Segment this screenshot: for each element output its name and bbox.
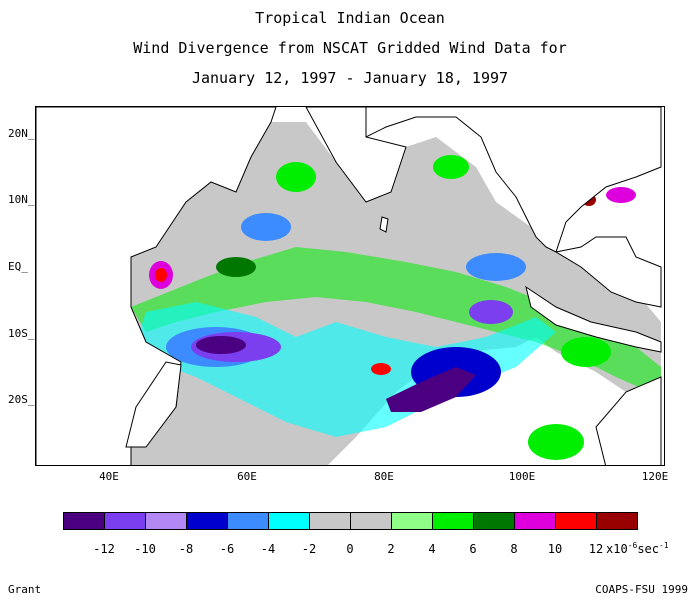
footer-credit: COAPS-FSU 1999	[595, 583, 688, 596]
blob-green	[528, 424, 584, 460]
lon-label: 80E	[374, 470, 394, 483]
blob-green	[276, 162, 316, 192]
title-line-3: January 12, 1997 - January 18, 1997	[191, 69, 509, 87]
map-canvas	[36, 107, 662, 465]
coastlines	[36, 107, 662, 465]
blob-blue	[466, 253, 526, 281]
legend-tick-label: 12	[588, 542, 604, 556]
legend-tick-label: 6	[469, 542, 477, 556]
lat-label: 10S_	[8, 327, 35, 340]
lat-label: 20S_	[8, 393, 35, 406]
madagascar-land	[125, 361, 182, 448]
legend-tick-label: -4	[260, 542, 276, 556]
lon-label: 100E	[508, 470, 536, 483]
blob-blue	[241, 213, 291, 241]
blob-purple	[469, 300, 513, 324]
india-land	[305, 107, 407, 203]
asia-land	[306, 107, 662, 253]
legend-tick-label: -2	[301, 542, 317, 556]
legend-swatch	[268, 512, 310, 530]
legend-tick-label: -6	[219, 542, 235, 556]
blob-red	[155, 268, 167, 282]
blob-green	[433, 155, 469, 179]
malay-land	[554, 236, 662, 308]
legend-tick-label: -8	[178, 542, 194, 556]
blob-red	[371, 363, 391, 375]
lon-label: 120E	[641, 470, 669, 483]
legend-tick-label: -12	[93, 542, 115, 556]
legend-swatch	[104, 512, 146, 530]
legend-swatch	[596, 512, 638, 530]
legend-tick-label: -10	[134, 542, 156, 556]
legend-swatch	[473, 512, 515, 530]
legend-swatch	[145, 512, 187, 530]
positive-band	[131, 247, 661, 397]
lat-label: EQ_	[8, 260, 28, 273]
legend-swatch	[514, 512, 556, 530]
title-line-1: Tropical Indian Ocean	[255, 9, 445, 27]
legend-tick-label: 10	[547, 542, 563, 556]
divergence-field	[96, 122, 661, 465]
blob-darkgreen	[216, 257, 256, 277]
legend-swatch	[227, 512, 269, 530]
legend-tick-label: 0	[346, 542, 354, 556]
blob-green	[561, 337, 611, 367]
footer-author: Grant	[8, 583, 42, 596]
australia-land	[595, 376, 662, 465]
lon-label: 40E	[99, 470, 119, 483]
blob-indigo	[386, 367, 476, 412]
legend-tick-label: 2	[387, 542, 395, 556]
legend-swatch	[186, 512, 228, 530]
sri-lanka-land	[379, 216, 389, 233]
legend-tick-label: 8	[510, 542, 518, 556]
blob-magenta	[606, 187, 636, 203]
legend-swatch	[555, 512, 597, 530]
legend-tick-label: 4	[428, 542, 436, 556]
legend-swatch	[432, 512, 474, 530]
lon-label: 60E	[237, 470, 257, 483]
legend-swatch	[350, 512, 392, 530]
lat-label: 20N_	[8, 127, 35, 140]
legend-swatch	[63, 512, 105, 530]
title-line-2: Wind Divergence from NSCAT Gridded Wind …	[133, 39, 567, 57]
lat-label: 10N_	[8, 193, 35, 206]
legend-swatch	[309, 512, 351, 530]
divergence-map	[35, 106, 665, 466]
sumatra-java-land	[525, 285, 662, 353]
blob-indigo	[196, 336, 246, 354]
legend-unit: x10-6sec-1	[606, 541, 669, 556]
legend-swatch	[391, 512, 433, 530]
